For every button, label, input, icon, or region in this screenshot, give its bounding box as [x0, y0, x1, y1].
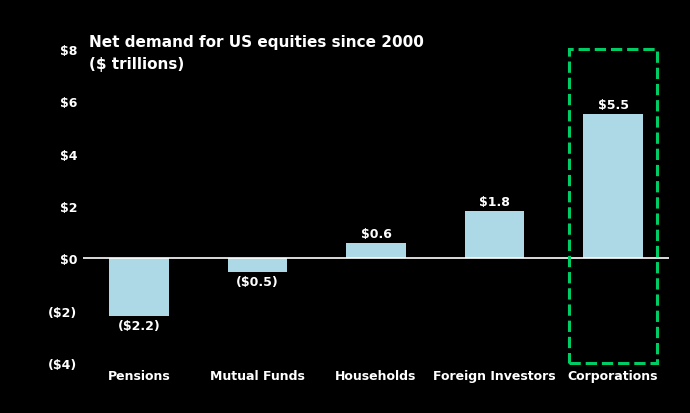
Text: $1.8: $1.8 — [479, 196, 510, 209]
Bar — [569, 50, 657, 363]
Bar — [584, 115, 642, 259]
Text: ($ trillions): ($ trillions) — [88, 57, 184, 71]
Text: Net demand for US equities since 2000: Net demand for US equities since 2000 — [88, 35, 424, 50]
Text: $0.6: $0.6 — [361, 227, 391, 240]
Text: $5.5: $5.5 — [598, 99, 629, 112]
Bar — [346, 243, 406, 259]
Text: ($2.2): ($2.2) — [118, 320, 161, 332]
Bar — [228, 259, 287, 272]
Text: ($0.5): ($0.5) — [236, 275, 279, 288]
Bar — [110, 259, 168, 316]
Bar — [465, 212, 524, 259]
